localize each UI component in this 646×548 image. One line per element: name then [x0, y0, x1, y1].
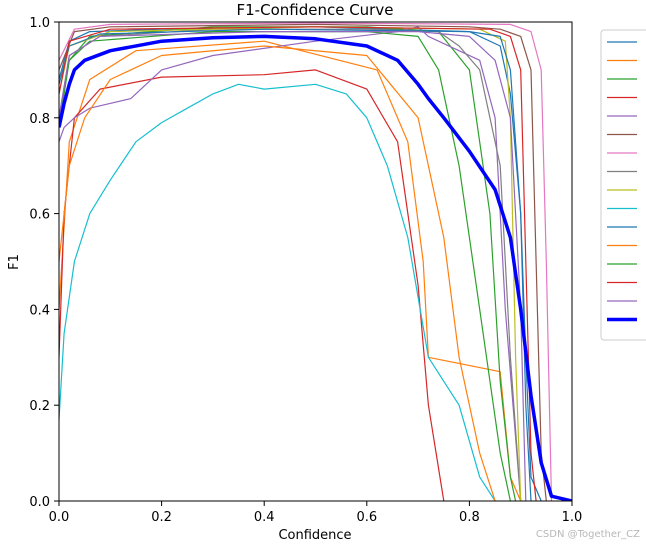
- series-line-11: [59, 28, 532, 501]
- axes-frame: [58, 21, 573, 502]
- series-line-9: [59, 26, 522, 501]
- series-line-12: [59, 45, 496, 501]
- y-axis-label: F1: [7, 254, 22, 270]
- y-tick-label: 0.0: [29, 495, 50, 510]
- series-line-5: [59, 26, 522, 501]
- chart-title: F1-Confidence Curve: [237, 1, 394, 19]
- watermark: CSDN @Together_CZ: [535, 529, 640, 540]
- series-line-6: [59, 23, 547, 501]
- series-group: [59, 22, 572, 501]
- x-axis-label: Confidence: [278, 528, 351, 543]
- y-tick-label: 0.8: [29, 112, 50, 127]
- series-line-4: [59, 69, 445, 501]
- y-tick-label: 0.2: [29, 399, 50, 414]
- y-tick-label: 1.0: [29, 16, 50, 31]
- series-line-7: [59, 22, 553, 501]
- y-tick-label: 0.6: [29, 208, 50, 223]
- y-tick-label: 0.4: [29, 303, 50, 318]
- series-line-14: [59, 26, 537, 501]
- series-line-15: [59, 31, 527, 501]
- x-tick-label: 0.6: [356, 510, 377, 525]
- series-line-13: [59, 31, 511, 501]
- series-line-1: [59, 26, 542, 501]
- series-line-10: [59, 83, 496, 501]
- series-line-16: [59, 34, 572, 501]
- x-tick-label: 0.4: [254, 510, 275, 525]
- legend-frame: [600, 29, 646, 341]
- x-tick-label: 0.0: [49, 510, 70, 525]
- x-tick-label: 0.8: [459, 510, 480, 525]
- x-tick-label: 0.2: [151, 510, 172, 525]
- plot-area: 0.0 0.2 0.4 0.6 0.8 1.0 0.0 0.2 0.4 0.6 0.8 1.0: [29, 16, 582, 525]
- x-tick-label: 1.0: [562, 510, 583, 525]
- series-line-2: [59, 40, 522, 501]
- legend: [600, 29, 646, 341]
- series-line-8: [59, 28, 522, 501]
